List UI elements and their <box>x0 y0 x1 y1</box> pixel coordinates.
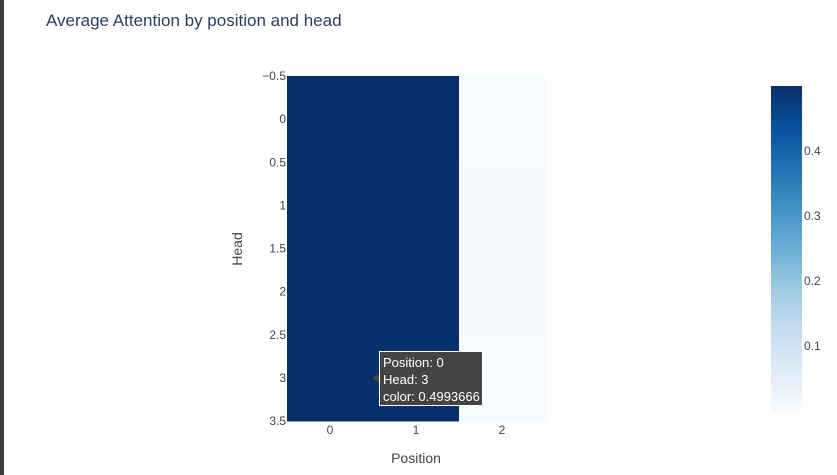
y-tick-label: 0 <box>279 112 286 126</box>
y-tick-label: 2.5 <box>269 328 286 342</box>
heatmap-cell[interactable] <box>287 334 374 422</box>
heatmap-cell[interactable] <box>373 76 460 163</box>
colorbar-tick-label: 0.2 <box>804 274 821 288</box>
tooltip-head: Head: 3 <box>383 372 429 387</box>
tooltip-color: color: 0.4993666 <box>383 389 480 404</box>
heatmap-cell[interactable] <box>459 76 546 163</box>
x-tick-label: 0 <box>327 423 334 437</box>
heatmap-cell[interactable] <box>373 162 460 249</box>
window-edge <box>0 0 4 475</box>
colorbar-tick-label: 0.4 <box>804 144 821 158</box>
y-tick-label: 3.5 <box>269 414 286 428</box>
heatmap-cell[interactable] <box>287 248 374 336</box>
colorbar[interactable] <box>771 86 802 411</box>
y-tick-label: 1.5 <box>269 242 286 256</box>
y-tick-label: 0.5 <box>269 155 286 169</box>
heatmap-cell[interactable] <box>459 248 546 336</box>
x-axis-title: Position <box>391 450 441 466</box>
tooltip-arrow <box>373 372 380 384</box>
heatmap-cell[interactable] <box>459 162 546 249</box>
y-tick-label: 3 <box>279 371 286 385</box>
y-tick-label: 2 <box>279 285 286 299</box>
colorbar-tick-label: 0.1 <box>804 339 821 353</box>
x-tick-label: 2 <box>499 423 506 437</box>
y-axis-title: Head <box>229 232 245 265</box>
y-tick-label: −0.5 <box>262 69 286 83</box>
y-tick-label: 1 <box>279 198 286 212</box>
heatmap-cell[interactable] <box>373 248 460 336</box>
colorbar-tick-label: 0.3 <box>804 209 821 223</box>
heatmap-cell[interactable] <box>287 162 374 249</box>
hover-tooltip: Position: 0 Head: 3 color: 0.4993666 <box>379 351 483 406</box>
heatmap-cell[interactable] <box>287 76 374 163</box>
chart-title: Average Attention by position and head <box>46 11 342 30</box>
x-tick-label: 1 <box>413 423 420 437</box>
tooltip-position: Position: 0 <box>383 355 444 370</box>
